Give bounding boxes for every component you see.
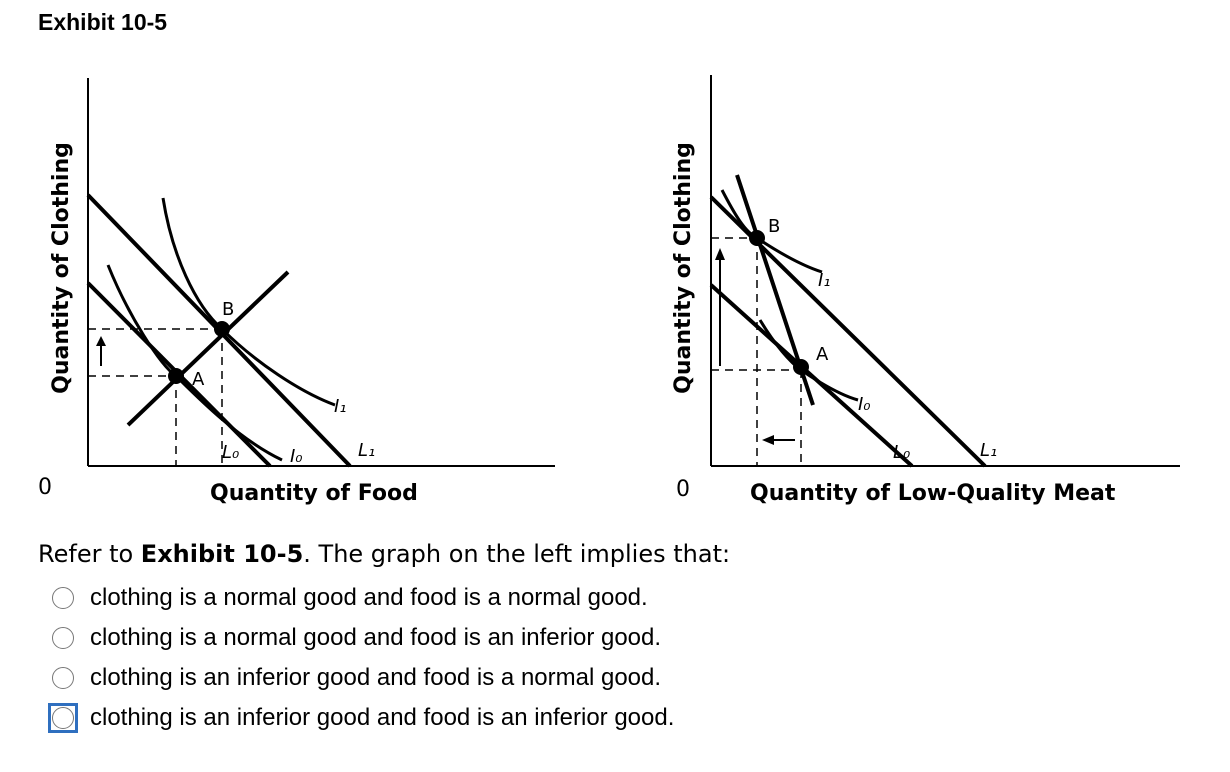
- exhibit-title: Exhibit 10-5: [38, 9, 168, 35]
- right-origin-label: 0: [676, 477, 690, 502]
- answer-option-4-label: clothing is an inferior good and food is…: [90, 704, 675, 731]
- question-text: Refer to Exhibit 10-5. The graph on the …: [38, 540, 730, 568]
- answer-option-2[interactable]: clothing is a normal good and food is an…: [48, 618, 674, 658]
- left-income-expansion-line: [126, 270, 290, 427]
- right-indifference-curve-1-label: I₁: [818, 270, 831, 291]
- radio-button-2[interactable]: [52, 627, 74, 649]
- right-point-a: [793, 359, 809, 375]
- answer-option-3[interactable]: clothing is an inferior good and food is…: [48, 658, 674, 698]
- left-indifference-curve-0-label: I₀: [290, 446, 303, 467]
- answer-option-1-label: clothing is a normal good and food is a …: [90, 584, 648, 611]
- left-graph: Quantity of Clothing 0 Quantity of Food …: [38, 78, 555, 506]
- right-indifference-curve-0-label: I₀: [858, 394, 871, 415]
- right-graph: Quantity of Clothing 0 Quantity of Low-Q…: [671, 75, 1180, 506]
- exhibit-graphs: Quantity of Clothing 0 Quantity of Food …: [38, 75, 1180, 506]
- right-budget-line-0-label: L₀: [893, 442, 910, 463]
- left-up-arrow-head: [96, 336, 106, 346]
- radio-wrap-3: [48, 663, 78, 693]
- left-point-a-label: A: [192, 369, 205, 390]
- left-budget-line-0-label: L₀: [222, 442, 239, 463]
- right-y-axis-label: Quantity of Clothing: [671, 142, 696, 394]
- radio-button-1[interactable]: [52, 587, 74, 609]
- right-budget-line-1-label: L₁: [980, 440, 997, 461]
- radio-wrap-2: [48, 623, 78, 653]
- right-point-b: [749, 230, 765, 246]
- left-y-axis-label: Quantity of Clothing: [49, 142, 74, 394]
- left-origin-label: 0: [38, 475, 52, 500]
- radio-focus-ring: [48, 703, 78, 733]
- right-point-a-label: A: [816, 344, 829, 365]
- right-left-arrow-head: [762, 435, 774, 445]
- left-point-a: [168, 368, 184, 384]
- question-suffix: . The graph on the left implies that:: [303, 540, 731, 568]
- question-prefix: Refer to: [38, 540, 141, 568]
- answer-option-4[interactable]: clothing is an inferior good and food is…: [48, 698, 674, 738]
- left-point-b-label: B: [222, 299, 234, 320]
- answer-option-2-label: clothing is a normal good and food is an…: [90, 624, 662, 651]
- radio-wrap-1: [48, 583, 78, 613]
- left-budget-line-1-label: L₁: [358, 440, 375, 461]
- answer-option-3-label: clothing is an inferior good and food is…: [90, 664, 662, 691]
- answer-options: clothing is a normal good and food is a …: [48, 578, 674, 738]
- right-up-arrow-head: [715, 248, 725, 260]
- question-reference: Exhibit 10-5: [140, 540, 304, 568]
- radio-button-3[interactable]: [52, 667, 74, 689]
- radio-button-4[interactable]: [52, 707, 74, 729]
- right-point-b-label: B: [768, 216, 780, 237]
- left-indifference-curve-1-label: I₁: [334, 396, 347, 417]
- left-point-b: [214, 321, 230, 337]
- right-x-axis-label: Quantity of Low-Quality Meat: [750, 481, 1116, 506]
- answer-option-1[interactable]: clothing is a normal good and food is a …: [48, 578, 674, 618]
- left-x-axis-label: Quantity of Food: [210, 481, 418, 506]
